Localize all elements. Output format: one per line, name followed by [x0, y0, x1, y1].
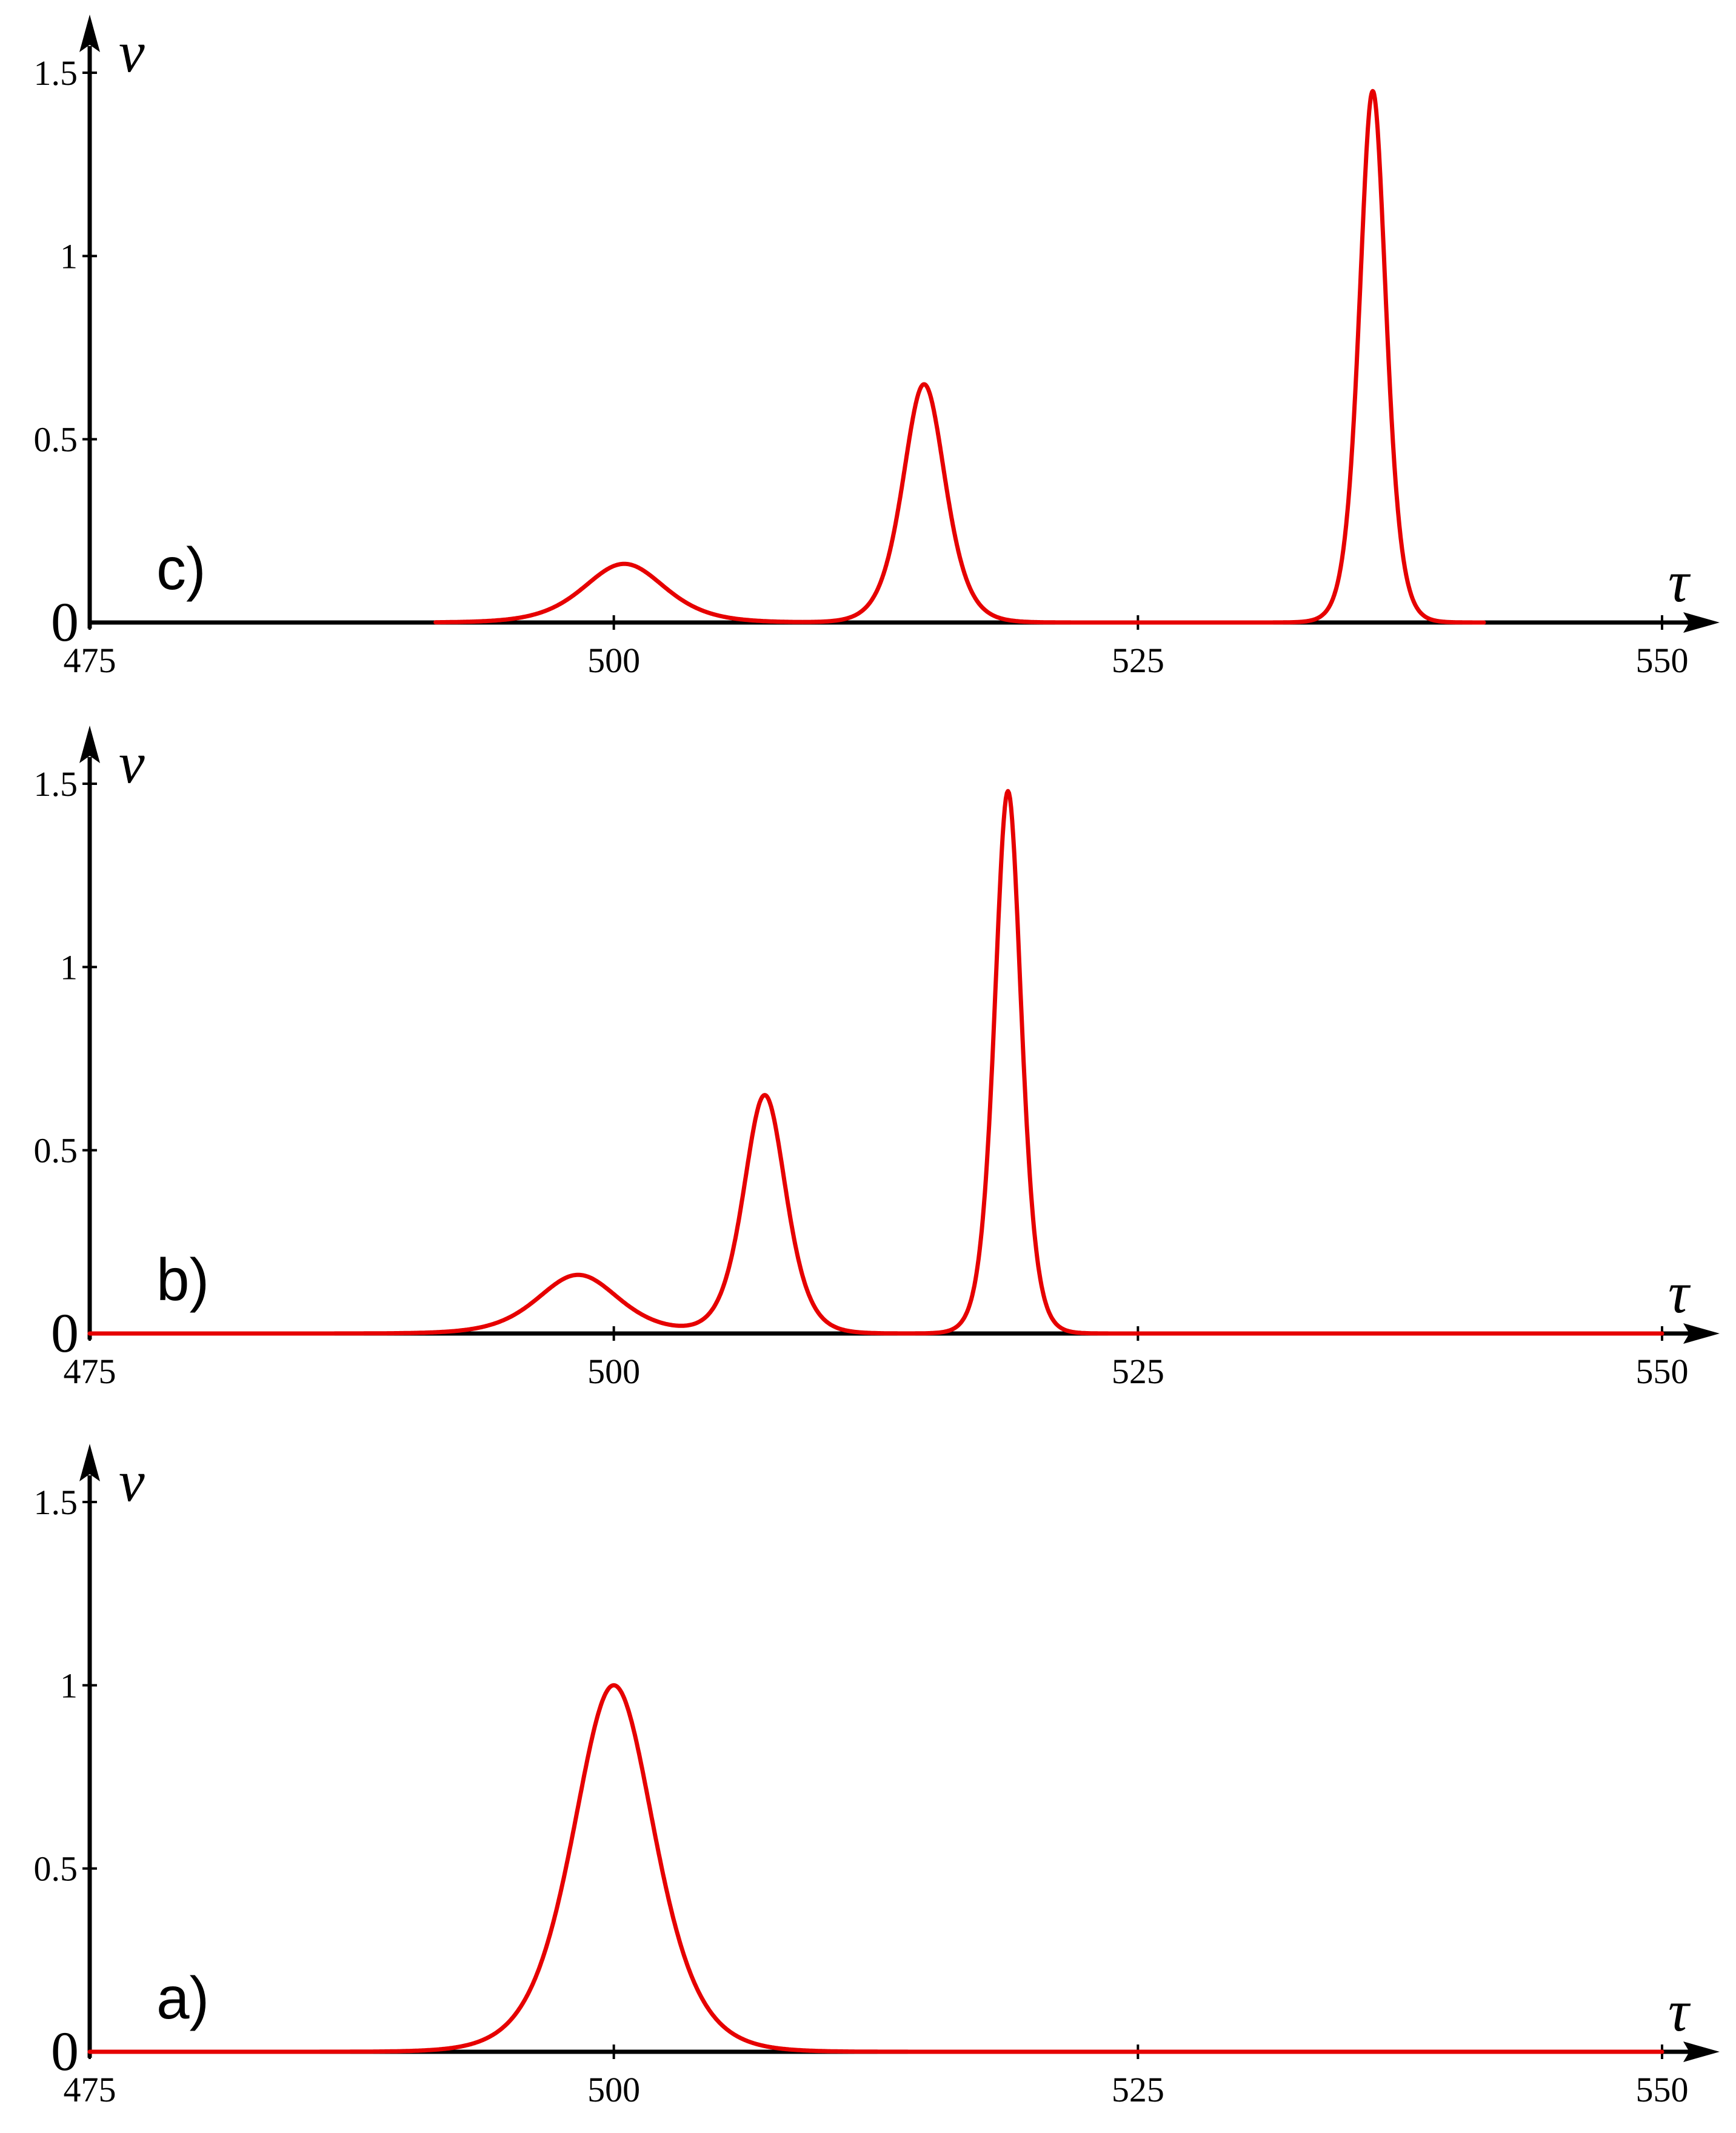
- x-axis-arrow: [1683, 2041, 1720, 2062]
- y-tick-label: 1.5: [34, 764, 78, 804]
- x-tick-label: 525: [1112, 1352, 1164, 1391]
- x-axis-arrow: [1683, 1323, 1720, 1344]
- panel-label: c): [156, 535, 206, 602]
- x-tick-label: 500: [587, 1352, 640, 1391]
- chart-panel-c: 475 500 525 550 0 0.5 1 1.5 v τ c): [34, 15, 1720, 680]
- y-tick-label: 0.5: [34, 420, 78, 459]
- y-axis-label: v: [119, 730, 145, 795]
- y-tick-label: 1: [60, 947, 78, 987]
- panel-label: a): [156, 1964, 209, 2031]
- x-tick-label: 475: [64, 2070, 116, 2109]
- y-tick-label: 1: [60, 1666, 78, 1705]
- y-tick-label: 0.5: [34, 1849, 78, 1889]
- chart-panel-b: 475 500 525 550 0 0.5 1 1.5 v τ b): [34, 726, 1720, 1391]
- series-line: [87, 789, 1664, 1336]
- x-tick-label: 550: [1636, 1352, 1689, 1391]
- x-tick-label: 525: [1112, 641, 1164, 680]
- y-tick-label: 1.5: [34, 1483, 78, 1522]
- x-tick-label: 500: [587, 641, 640, 680]
- y-axis-label: v: [119, 19, 145, 84]
- series-line: [87, 1683, 1664, 2054]
- x-axis-label: τ: [1668, 549, 1691, 614]
- y-axis-arrow: [79, 1444, 100, 1481]
- y-tick-label: 0.5: [34, 1131, 78, 1170]
- y-axis-arrow: [79, 15, 100, 52]
- x-tick-label: 525: [1112, 2070, 1164, 2109]
- x-tick-label: 500: [587, 2070, 640, 2109]
- x-axis-arrow: [1683, 612, 1720, 633]
- y-tick-label: 0: [51, 1302, 79, 1364]
- x-tick-label: 475: [64, 641, 116, 680]
- series-line: [433, 88, 1486, 625]
- y-tick-label: 1: [60, 236, 78, 276]
- x-axis-label: τ: [1668, 1260, 1691, 1325]
- x-tick-label: 550: [1636, 2070, 1689, 2109]
- chart-panel-a: 475 500 525 550 0 0.5 1 1.5 v τ a): [34, 1444, 1720, 2109]
- y-tick-label: 0: [51, 591, 79, 653]
- x-axis-label: τ: [1668, 1978, 1691, 2043]
- x-tick-label: 475: [64, 1352, 116, 1391]
- x-tick-label: 550: [1636, 641, 1689, 680]
- y-axis-arrow: [79, 726, 100, 763]
- y-tick-label: 0: [51, 2020, 79, 2082]
- y-axis-label: v: [119, 1449, 145, 1514]
- panel-label: b): [156, 1246, 209, 1313]
- y-tick-label: 1.5: [34, 53, 78, 93]
